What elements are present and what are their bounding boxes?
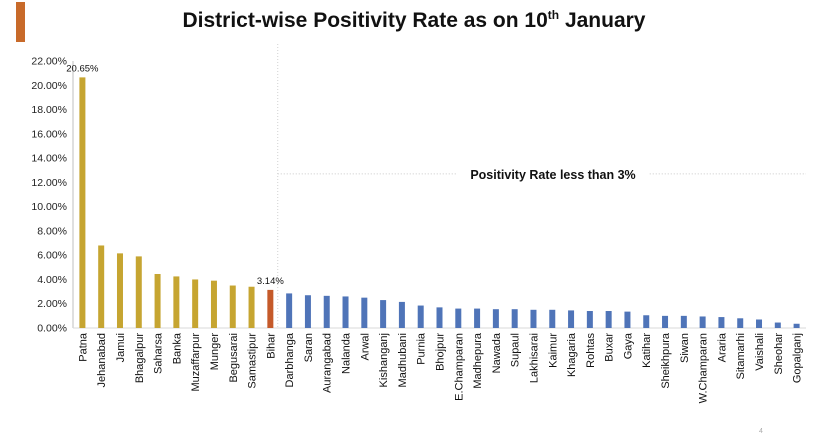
x-tick-label: Begusarai bbox=[228, 333, 240, 383]
bar-saran bbox=[304, 295, 311, 328]
bar-bhagalpur bbox=[135, 256, 142, 328]
y-tick-label: 18.00% bbox=[31, 104, 67, 116]
bar-madhubani bbox=[398, 301, 405, 328]
x-tick-label: Banka bbox=[171, 332, 183, 364]
bar-sitamarhi bbox=[737, 318, 744, 328]
bar-khagaria bbox=[568, 310, 575, 328]
bar-jehanabad bbox=[98, 245, 105, 328]
x-tick-label: Patna bbox=[77, 332, 89, 362]
bar-samastipur bbox=[248, 286, 255, 328]
y-tick-label: 4.00% bbox=[37, 274, 67, 286]
bar-lakhisarai bbox=[530, 309, 537, 328]
bar-gopalganj bbox=[793, 323, 800, 328]
bar-buxar bbox=[605, 311, 612, 328]
x-tick-label: Nawada bbox=[491, 332, 503, 373]
x-tick-label: Kaimur bbox=[547, 333, 559, 368]
page-number: 4 bbox=[759, 428, 763, 435]
bar-supaul bbox=[511, 309, 518, 328]
y-tick-label: 6.00% bbox=[37, 250, 67, 262]
y-tick-label: 2.00% bbox=[37, 298, 67, 310]
bar-jamui bbox=[116, 253, 123, 328]
x-tick-label: Bhagalpur bbox=[134, 333, 146, 383]
bar-arwal bbox=[361, 297, 368, 328]
x-tick-label: Araria bbox=[716, 332, 728, 362]
x-tick-label: Aurangabad bbox=[322, 333, 334, 393]
bar-munger bbox=[210, 280, 217, 328]
x-tick-label: Arwal bbox=[359, 333, 371, 361]
y-tick-label: 14.00% bbox=[31, 153, 67, 165]
x-tick-label: Sheohar bbox=[773, 333, 785, 375]
chart-title: District-wise Positivity Rate as on 10th… bbox=[182, 8, 646, 32]
x-tick-label: Nalanda bbox=[341, 332, 353, 374]
bar-begusarai bbox=[229, 285, 236, 328]
bar-kaimur bbox=[549, 309, 556, 328]
y-tick-label: 12.00% bbox=[31, 177, 67, 189]
x-tick-label: Samastipur bbox=[247, 333, 259, 389]
bar-siwan bbox=[680, 315, 687, 328]
x-tick-label: Sitamarhi bbox=[735, 333, 747, 379]
x-tick-label: Lakhisarai bbox=[528, 333, 540, 383]
annotation-box bbox=[457, 164, 649, 186]
x-tick-label: Madhubani bbox=[397, 333, 409, 387]
x-tick-label: Gaya bbox=[622, 332, 634, 359]
bar-gaya bbox=[624, 311, 631, 328]
x-tick-label: Munger bbox=[209, 333, 221, 371]
bar-kishanganj bbox=[380, 300, 387, 328]
x-tick-label: E.Champaran bbox=[453, 333, 465, 401]
x-tick-label: Supaul bbox=[510, 333, 522, 367]
bar-aurangabad bbox=[323, 295, 330, 328]
bar-bihar bbox=[267, 289, 274, 328]
x-tick-label: W.Champaran bbox=[698, 333, 710, 403]
bar-nawada bbox=[492, 309, 499, 328]
y-tick-label: 0.00% bbox=[37, 323, 67, 335]
bar-sheikhpura bbox=[662, 315, 669, 328]
bar-bhojpur bbox=[436, 307, 443, 328]
x-tick-label: Kishanganj bbox=[378, 333, 390, 387]
bar-e-champaran bbox=[455, 308, 462, 328]
bar-purnia bbox=[417, 305, 424, 328]
x-tick-label: Madhepura bbox=[472, 332, 484, 389]
bar-muzaffarpur bbox=[192, 279, 199, 328]
x-tick-label: Purnia bbox=[416, 332, 428, 365]
x-tick-label: Muzaffarpur bbox=[190, 333, 202, 392]
bar-madhepura bbox=[474, 308, 481, 328]
y-tick-label: 22.00% bbox=[31, 56, 67, 68]
x-tick-label: Saharsa bbox=[153, 332, 165, 374]
bar-vaishali bbox=[756, 319, 763, 328]
title-superscript: th bbox=[547, 8, 560, 22]
x-tick-label: Bihar bbox=[265, 333, 277, 359]
bar-darbhanga bbox=[286, 293, 293, 328]
x-tick-label: Buxar bbox=[604, 333, 616, 362]
bar-w-champaran bbox=[699, 316, 706, 328]
y-tick-label: 16.00% bbox=[31, 128, 67, 140]
bar-araria bbox=[718, 317, 725, 328]
bar-banka bbox=[173, 276, 180, 328]
x-tick-label: Jehanabad bbox=[96, 333, 108, 387]
x-tick-label: Bhojpur bbox=[435, 333, 447, 371]
x-tick-label: Jamui bbox=[115, 333, 127, 362]
x-tick-label: Gopalganj bbox=[792, 333, 804, 383]
bar-sheohar bbox=[774, 322, 781, 328]
x-tick-label: Sheikhpura bbox=[660, 332, 672, 389]
x-tick-label: Khagaria bbox=[566, 332, 578, 377]
y-tick-label: 8.00% bbox=[37, 225, 67, 237]
bar-rohtas bbox=[586, 311, 593, 328]
data-label: 3.14% bbox=[257, 276, 284, 287]
x-tick-label: Siwan bbox=[679, 333, 691, 363]
x-tick-label: Rohtas bbox=[585, 333, 597, 368]
x-tick-label: Vaishali bbox=[754, 333, 766, 371]
x-tick-label: Saran bbox=[303, 333, 315, 362]
annotation-text: Positivity Rate less than 3% bbox=[470, 168, 635, 182]
bar-saharsa bbox=[154, 273, 161, 328]
y-tick-label: 10.00% bbox=[31, 201, 67, 213]
y-tick-label: 20.00% bbox=[31, 80, 67, 92]
bar-katihar bbox=[643, 315, 650, 328]
bar-patna bbox=[79, 77, 86, 328]
data-label: 20.65% bbox=[66, 63, 99, 74]
bar-nalanda bbox=[342, 296, 349, 328]
x-tick-label: Katihar bbox=[641, 333, 653, 368]
x-tick-label: Darbhanga bbox=[284, 332, 296, 387]
accent-bar bbox=[16, 2, 25, 42]
